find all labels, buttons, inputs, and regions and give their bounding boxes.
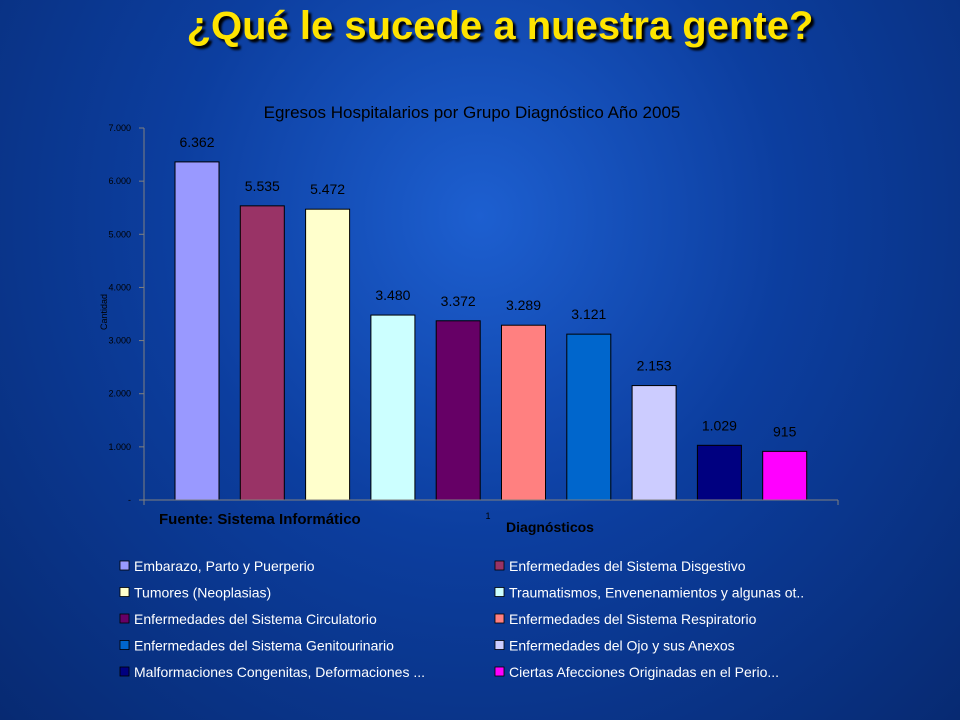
y-axis-title: Cantidad: [99, 294, 109, 330]
legend-label: Ciertas Afecciones Originadas en el Peri…: [509, 664, 779, 680]
legend-swatch: [494, 587, 505, 597]
chart-title: Egresos Hospitalarios por Grupo Diagnóst…: [264, 103, 681, 122]
y-axis: - 1.000 2.000 3.000 4.000 5.000 6.000 7.000: [108, 123, 144, 505]
bar-value-label: 6.362: [179, 134, 214, 150]
legend-swatch: [119, 560, 130, 571]
data-labels-group: 6.362 5.535 5.472 3.480 3.372 3.289 3.121 2.153…: [179, 134, 796, 439]
bar: [501, 324, 546, 501]
bar: [435, 320, 481, 501]
legend-swatch: [119, 613, 130, 624]
bar: [696, 444, 742, 501]
legend-label: Tumores (Neoplasias): [134, 585, 271, 601]
legend-label: Enfermedades del Sistema Respiratorio: [509, 611, 757, 627]
y-tick-label: 7.000: [108, 123, 131, 133]
legend-swatch: [494, 560, 505, 571]
legend-swatch: [119, 666, 130, 677]
bar-value-label: 915: [773, 423, 797, 439]
legend: Embarazo, Parto y Puerperio Enfermedades …: [119, 558, 804, 680]
legend-label: Enfermedades del Sistema Circulatorio: [134, 611, 377, 627]
bar: [174, 161, 220, 501]
slide-title: ¿Qué le sucede a nuestra gente?: [186, 4, 814, 48]
bar: [370, 314, 416, 501]
legend-swatch: [494, 666, 505, 677]
bar-value-label: 1.029: [702, 417, 737, 433]
legend-swatch: [119, 640, 130, 650]
x-axis-title: Diagnósticos: [506, 519, 594, 535]
y-tick-label: 6.000: [108, 176, 131, 186]
legend-label: Enfermedades del Sistema Genitourinario: [134, 638, 394, 654]
y-tick-label: 2.000: [108, 389, 131, 399]
bar-value-label: 3.480: [375, 287, 410, 303]
y-tick-label: 5.000: [108, 229, 131, 239]
bar-value-label: 2.153: [637, 358, 672, 374]
legend-label: Enfermedades del Ojo y sus Anexos: [509, 638, 735, 654]
bar-value-label: 5.472: [310, 181, 345, 197]
bar: [631, 385, 677, 501]
source-note: Fuente: Sistema Informático: [159, 511, 361, 528]
legend-label: Traumatismos, Envenenamientos y algunas …: [509, 585, 804, 601]
x-tick-label: 1: [485, 511, 490, 521]
legend-swatch: [119, 587, 130, 597]
legend-label: Embarazo, Parto y Puerperio: [134, 558, 315, 574]
y-tick-label: 3.000: [108, 336, 131, 346]
y-tick-label: 4.000: [108, 282, 131, 292]
bars-group: [174, 161, 808, 501]
bar-value-label: 3.372: [441, 293, 476, 309]
bar-value-label: 5.535: [245, 178, 280, 194]
bar: [762, 450, 808, 501]
legend-swatch: [494, 640, 505, 650]
bar: [305, 208, 351, 501]
bar: [566, 333, 612, 501]
legend-label: Malformaciones Congenitas, Deformaciones…: [134, 664, 425, 680]
y-tick-label: 1.000: [108, 442, 131, 452]
bar-value-label: 3.289: [506, 297, 541, 313]
bar-value-label: 3.121: [571, 306, 606, 322]
y-tick-label: -: [128, 495, 131, 505]
bar: [239, 205, 285, 501]
legend-swatch: [494, 613, 505, 624]
legend-label: Enfermedades del Sistema Disgestivo: [509, 558, 746, 574]
